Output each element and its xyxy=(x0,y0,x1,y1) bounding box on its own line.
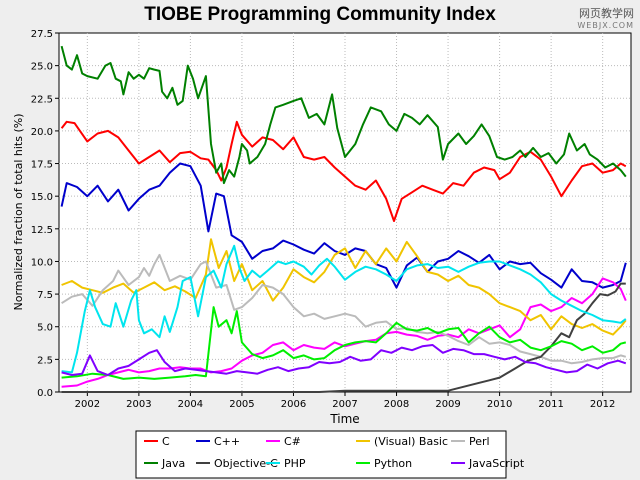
x-tick-label: 2003 xyxy=(126,399,151,410)
y-tick-label: 7.5 xyxy=(37,290,53,301)
plot-area xyxy=(58,32,632,393)
y-tick-label: 5.0 xyxy=(37,323,53,334)
y-tick-label: 25.0 xyxy=(31,62,53,73)
y-axis: 0.0 2.5 5.0 7.5 10.0 12.5 15.0 17.5 20.0 22.5 25.0… xyxy=(31,29,59,399)
x-tick-label: 2011 xyxy=(538,399,563,410)
series-line-c xyxy=(60,162,627,289)
y-tick-label: 17.5 xyxy=(31,160,53,171)
x-tick-label: 2002 xyxy=(75,399,100,410)
series-line-c xyxy=(61,277,627,388)
series-line-perl xyxy=(61,253,627,365)
legend-label-javascript: JavaScript xyxy=(468,457,525,470)
legend-label-visual-basic: (Visual) Basic xyxy=(374,435,448,448)
y-tick-label: 12.5 xyxy=(31,225,53,236)
legend-label-python: Python xyxy=(374,457,412,470)
y-axis-label: Normalized fraction of total hits (%) xyxy=(12,114,25,311)
x-tick-label: 2006 xyxy=(281,399,306,410)
x-tick-label: 2007 xyxy=(332,399,357,410)
x-axis: 2002 2003 2004 2005 2006 2007 2008 2009 2010 2011… xyxy=(75,392,615,410)
y-tick-label: 0.0 xyxy=(37,388,53,399)
x-tick-label: 2012 xyxy=(590,399,615,410)
y-tick-label: 10.0 xyxy=(31,257,53,268)
y-tick-label: 22.5 xyxy=(31,94,53,105)
y-tick-label: 2.5 xyxy=(37,355,53,366)
series-line-python xyxy=(61,306,627,380)
legend-label-java: Java xyxy=(161,457,185,470)
legend-label-objective-c: Objective-C xyxy=(214,457,278,470)
legend-label-perl: Perl xyxy=(469,435,490,448)
legend-label-c: C# xyxy=(284,435,301,448)
legend: C C++ C# (Visual) Basic Perl Java Objective-C P… xyxy=(135,430,525,479)
watermark-sub: WEBJX.COM xyxy=(577,21,634,30)
x-axis-label: Time xyxy=(329,412,359,426)
series-line-javascript xyxy=(61,344,627,376)
y-tick-label: 27.5 xyxy=(31,29,53,40)
watermark-main: 网页教学网 xyxy=(579,7,634,20)
legend-label-php: PHP xyxy=(284,457,306,470)
x-tick-label: 2004 xyxy=(178,399,203,410)
x-tick-label: 2009 xyxy=(435,399,460,410)
legend-box xyxy=(135,430,507,479)
chart-title: TIOBE Programming Community Index xyxy=(144,4,496,25)
x-tick-label: 2008 xyxy=(384,399,409,410)
watermark: 网页教学网 WEBJX.COM xyxy=(577,8,634,32)
x-tick-label: 2005 xyxy=(229,399,254,410)
series-line-visual-basic xyxy=(61,238,627,336)
legend-label-c: C xyxy=(162,435,170,448)
series-layer xyxy=(60,45,627,393)
y-tick-label: 20.0 xyxy=(31,127,53,138)
x-tick-label: 2010 xyxy=(487,399,512,410)
series-line-java xyxy=(60,45,627,185)
y-tick-label: 15.0 xyxy=(31,192,53,203)
series-line-objective-c xyxy=(61,282,626,393)
series-line-php xyxy=(61,244,627,374)
legend-label-c: C++ xyxy=(214,435,240,448)
